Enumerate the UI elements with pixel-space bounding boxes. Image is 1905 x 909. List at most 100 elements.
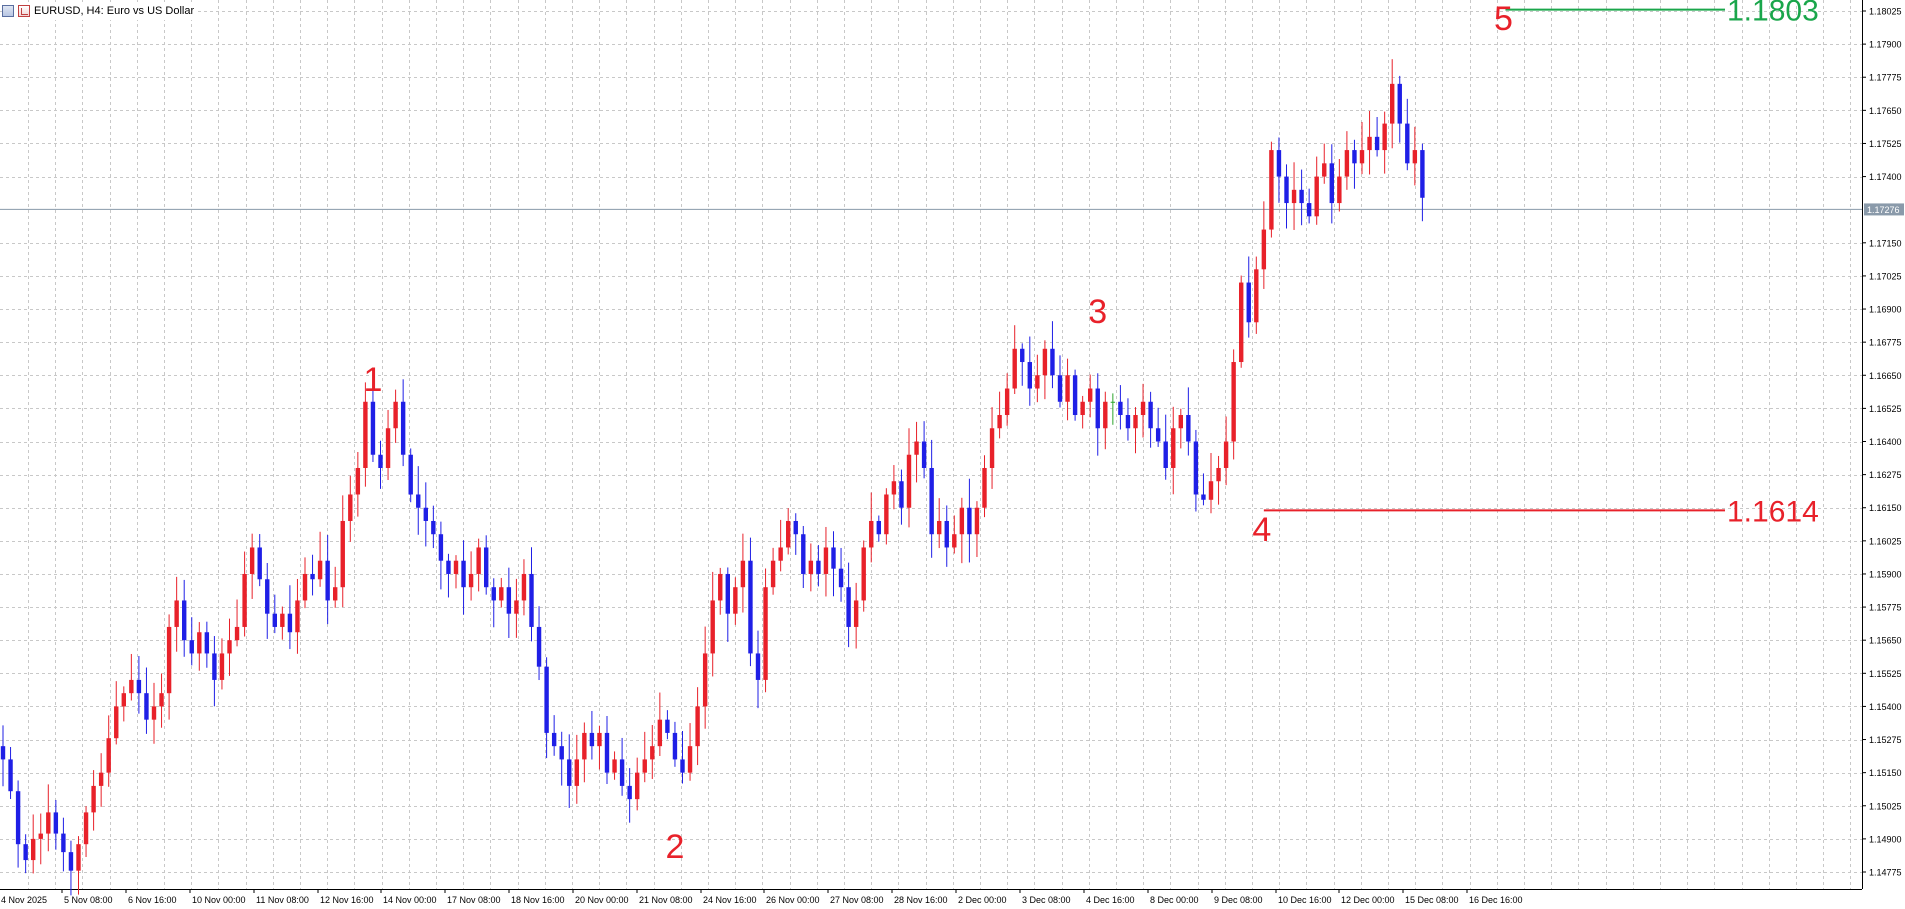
time-tick-label: 20 Nov 00:00 [575,895,629,905]
candle-body [891,481,897,495]
candle-body [823,547,829,574]
candle-body [287,613,293,633]
candle [363,382,368,487]
candle [1072,369,1078,421]
candle-body [921,441,927,468]
candle-body [257,547,262,580]
candle-body [76,844,81,871]
candle [310,554,315,596]
candle [1337,159,1342,212]
candle-body [317,560,323,580]
candle-body [182,600,187,641]
candle-body [597,732,602,747]
candle [589,710,595,760]
candle [144,667,149,734]
candle [83,806,89,858]
candle [989,407,995,489]
time-tick-label: 15 Dec 08:00 [1405,895,1459,905]
candle [823,526,829,597]
candle-body [740,560,746,588]
candle-body [91,785,96,813]
candle [317,531,323,587]
candle [1133,407,1138,454]
time-tick-label: 12 Nov 16:00 [320,895,374,905]
candle [1057,355,1063,408]
time-tick-label: 12 Dec 00:00 [1341,895,1395,905]
candle-body [461,560,466,588]
candle-body [1095,388,1100,429]
candle-body [1012,348,1017,389]
candle-body [899,481,904,508]
candle-body [114,706,119,739]
candle-body [484,547,489,588]
candle [295,578,300,654]
candle [838,547,844,602]
candle [1390,59,1395,149]
candle-body [1397,83,1402,124]
candle [46,784,51,852]
time-tick-label: 8 Dec 00:00 [1150,895,1199,905]
time-tick-label: 16 Dec 16:00 [1469,895,1523,905]
candle-body [83,812,89,845]
candle [333,566,338,608]
candle-body [363,401,368,468]
candle [1201,473,1206,506]
chart-window-icon[interactable] [18,5,30,17]
candle-body [1322,163,1327,177]
candle [189,617,194,666]
candle-body [506,587,512,614]
candle [786,508,791,555]
price-axis: 1.18025 1.17900 1.17775 1.17650 1.17525 1.174… [1862,7,1902,878]
candle-body [416,494,421,508]
candle [129,653,134,701]
price-tick-label: 1.14775 [1869,868,1902,878]
candle-body [831,547,836,569]
time-tick-label: 27 Nov 08:00 [830,895,884,905]
candle [38,813,43,865]
price-tick-label: 1.18025 [1869,7,1902,17]
candle [499,577,504,608]
time-tick-label: 11 Nov 08:00 [256,895,309,905]
candle [1420,143,1425,222]
candle-body [944,520,949,548]
candle-body [189,640,194,654]
candle-body [763,587,768,680]
candle-body [702,653,708,707]
candle-body [453,560,459,574]
candle [1140,383,1146,438]
candle-body [808,560,814,574]
candle-body [989,428,995,468]
candle [1359,121,1365,175]
candle [1231,349,1236,460]
candle [1065,358,1070,421]
candle [853,582,859,649]
candle [453,555,459,589]
candle-body [302,573,308,601]
candle-body [385,428,391,468]
candle [8,747,13,799]
candle [1382,111,1387,174]
candle [393,389,398,443]
candle [280,606,285,640]
candle [1088,374,1093,418]
candle-body [15,791,21,845]
candle-body [816,560,821,574]
candle [1367,110,1372,175]
candle-body [1186,415,1191,442]
chart-menu-icon[interactable] [2,5,14,17]
candle-body [884,494,889,535]
candle-body [8,759,13,792]
candle-body [408,454,413,495]
chart-title: EURUSD, H4: Euro vs US Dollar [34,5,195,17]
candle [627,768,632,823]
candle [385,409,391,480]
candle-body [1314,176,1319,217]
candle [1020,343,1025,386]
candle [1405,98,1410,171]
candle-body [249,547,255,574]
candle [166,614,172,720]
candle-body [838,568,844,588]
candle [121,686,126,722]
